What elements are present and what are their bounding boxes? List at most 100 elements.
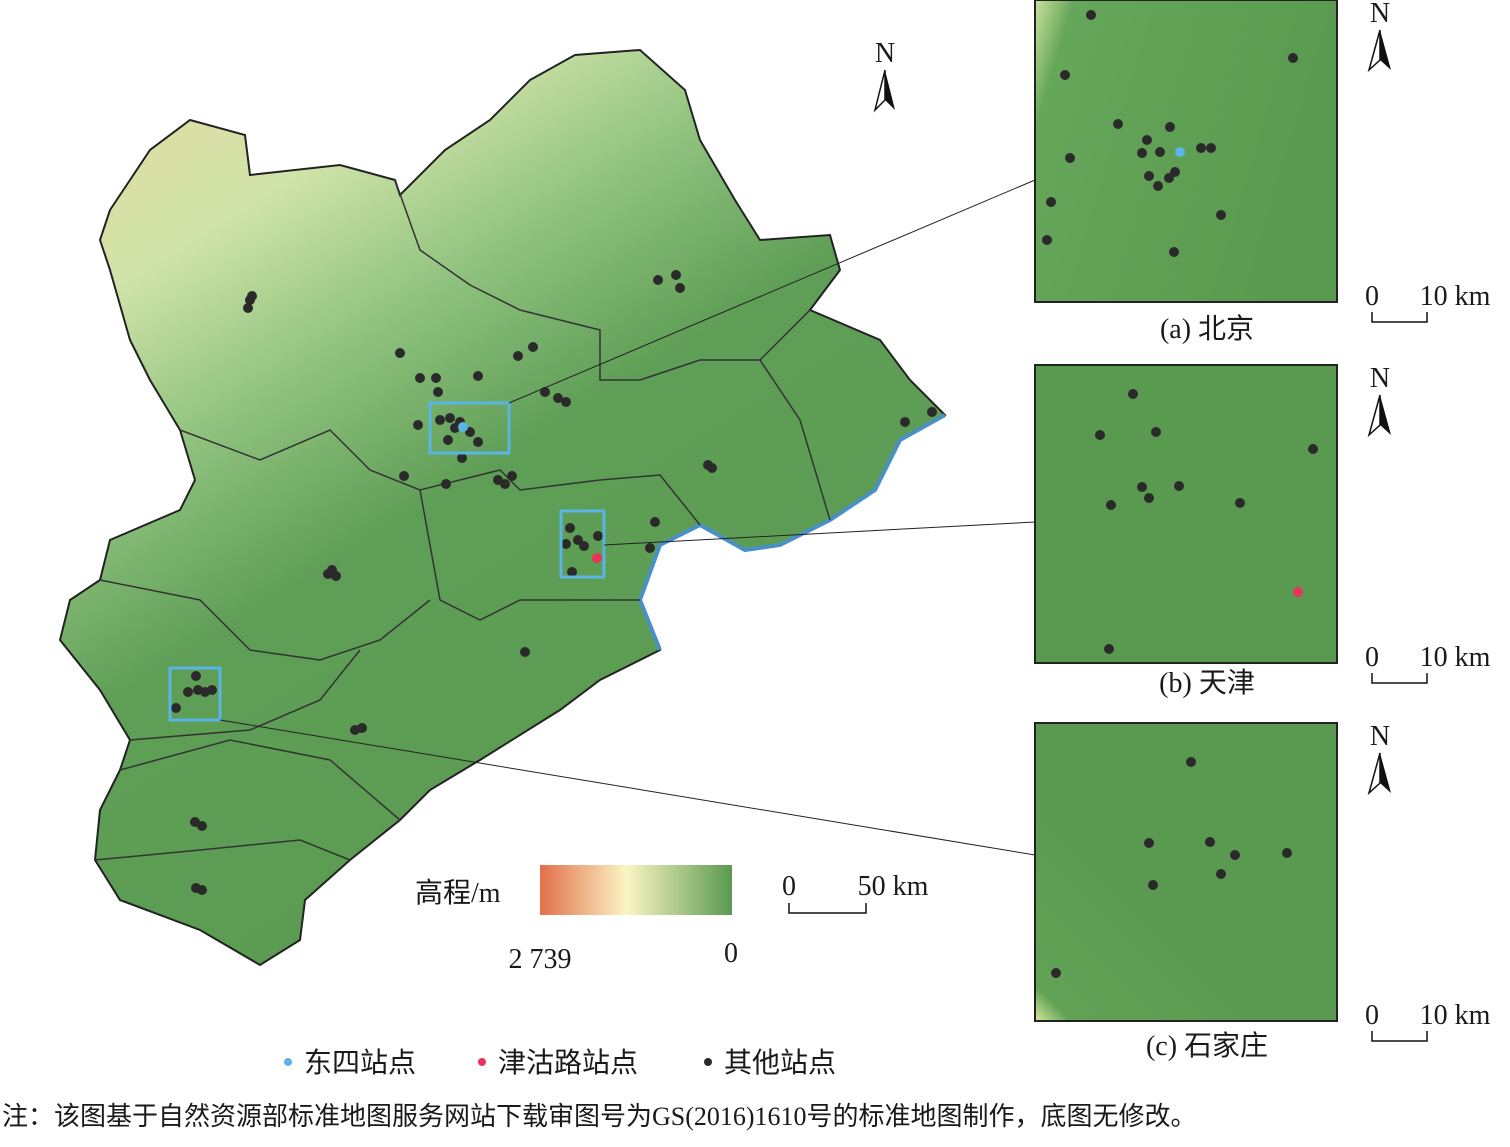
station-dot	[1065, 153, 1075, 163]
station-dot	[413, 420, 423, 430]
station-dot	[671, 270, 681, 280]
station-dot	[1142, 135, 1152, 145]
scale-start: 0	[782, 871, 796, 902]
station-dot	[435, 415, 445, 425]
station-dot	[1288, 53, 1298, 63]
station-dot	[1164, 173, 1174, 183]
station-dot	[1151, 427, 1161, 437]
station-dot	[1051, 968, 1061, 978]
coastline	[637, 413, 946, 651]
station-dot	[1155, 147, 1165, 157]
station-dot	[207, 685, 217, 695]
station-dot	[500, 479, 510, 489]
station-dot	[197, 821, 207, 831]
station-dot	[927, 407, 937, 417]
station-dot	[1060, 70, 1070, 80]
station-dot	[1144, 171, 1154, 181]
station-dot	[520, 647, 530, 657]
station-dot	[197, 885, 207, 895]
legend-marker	[284, 1058, 292, 1066]
station-dots	[171, 270, 937, 895]
station-dot	[441, 479, 451, 489]
north-label: N	[1370, 0, 1390, 29]
north-arrow	[1367, 752, 1381, 796]
station-dot	[1113, 119, 1123, 129]
station-dot	[593, 531, 603, 541]
station-dot	[1308, 444, 1318, 454]
station-dot	[1153, 181, 1163, 191]
station-dot	[645, 543, 655, 553]
station-dot	[457, 453, 467, 463]
connector-lines	[219, 179, 1036, 856]
station-dot	[1205, 837, 1215, 847]
station-dot	[1216, 869, 1226, 879]
station-dot	[433, 387, 443, 397]
scale-start: 0	[1365, 642, 1379, 673]
station-dot	[323, 569, 333, 579]
north-label: N	[1370, 363, 1390, 394]
station-dot	[540, 387, 550, 397]
station-dot	[553, 393, 563, 403]
station-dot	[1106, 500, 1116, 510]
scale-start: 0	[1365, 281, 1379, 312]
station-dot	[1165, 122, 1175, 132]
legend: 东四站点 津沽路站点 其他站点	[284, 1047, 836, 1079]
station-dot	[1174, 481, 1184, 491]
station-dot	[650, 517, 660, 527]
station-dot	[357, 723, 367, 733]
station-dot	[1196, 143, 1206, 153]
station-dot	[1235, 498, 1245, 508]
station-dot	[565, 523, 575, 533]
station-dot	[191, 671, 201, 681]
station-dot	[445, 413, 455, 423]
station-dot	[1104, 644, 1114, 654]
station-dot	[1230, 850, 1240, 860]
scale-bar	[1371, 1031, 1428, 1042]
station-dot	[567, 567, 577, 577]
station-dot	[1042, 235, 1052, 245]
inset-map	[1034, 0, 1338, 303]
station-dot	[561, 539, 571, 549]
station-dot	[1144, 493, 1154, 503]
station-dot	[561, 397, 571, 407]
station-dot	[1186, 757, 1196, 767]
scale-end: 50 km	[858, 871, 929, 902]
station-dot	[183, 687, 193, 697]
north-label: N	[1370, 721, 1390, 752]
station-dot	[1137, 482, 1147, 492]
legend-label: 东四站点	[304, 1047, 416, 1079]
highlight-station-dot	[1175, 147, 1185, 157]
station-dot	[443, 435, 453, 445]
station-dot	[247, 291, 257, 301]
station-dot	[243, 303, 253, 313]
highlight-station-dot	[1293, 587, 1303, 597]
north-arrow	[1380, 395, 1391, 435]
station-dot	[1128, 389, 1138, 399]
station-dot	[399, 471, 409, 481]
station-dot	[507, 471, 517, 481]
station-dot	[1148, 880, 1158, 890]
station-dot	[1086, 10, 1096, 20]
station-dot	[1216, 210, 1226, 220]
station-dot	[900, 417, 910, 427]
station-dot	[473, 371, 483, 381]
legend-label: 津沽路站点	[498, 1047, 638, 1079]
station-dot	[1137, 148, 1147, 158]
station-dot	[395, 348, 405, 358]
station-dot	[675, 283, 685, 293]
north-arrow	[1380, 30, 1391, 70]
dongsi-station-dot	[458, 422, 468, 432]
elevation-high: 2 739	[509, 944, 572, 975]
north-arrow	[1367, 394, 1381, 438]
elevation-low: 0	[724, 938, 738, 969]
north-arrow	[1367, 29, 1381, 73]
inset-map	[1034, 364, 1338, 664]
boundaries	[94, 179, 831, 861]
insets: N 0 10 km (a) 北京 N 0 10 km (b) 天津 N 0 10 km (c) 石家庄	[1034, 0, 1491, 1062]
scale-start: 0	[1365, 1000, 1379, 1031]
scale-bar	[1371, 312, 1428, 323]
note: 注：该图基于自然资源部标准地图服务网站下载审图号为GS(2016)1610号的标…	[2, 1102, 1197, 1131]
station-dot	[1282, 848, 1292, 858]
station-dot	[528, 342, 538, 352]
